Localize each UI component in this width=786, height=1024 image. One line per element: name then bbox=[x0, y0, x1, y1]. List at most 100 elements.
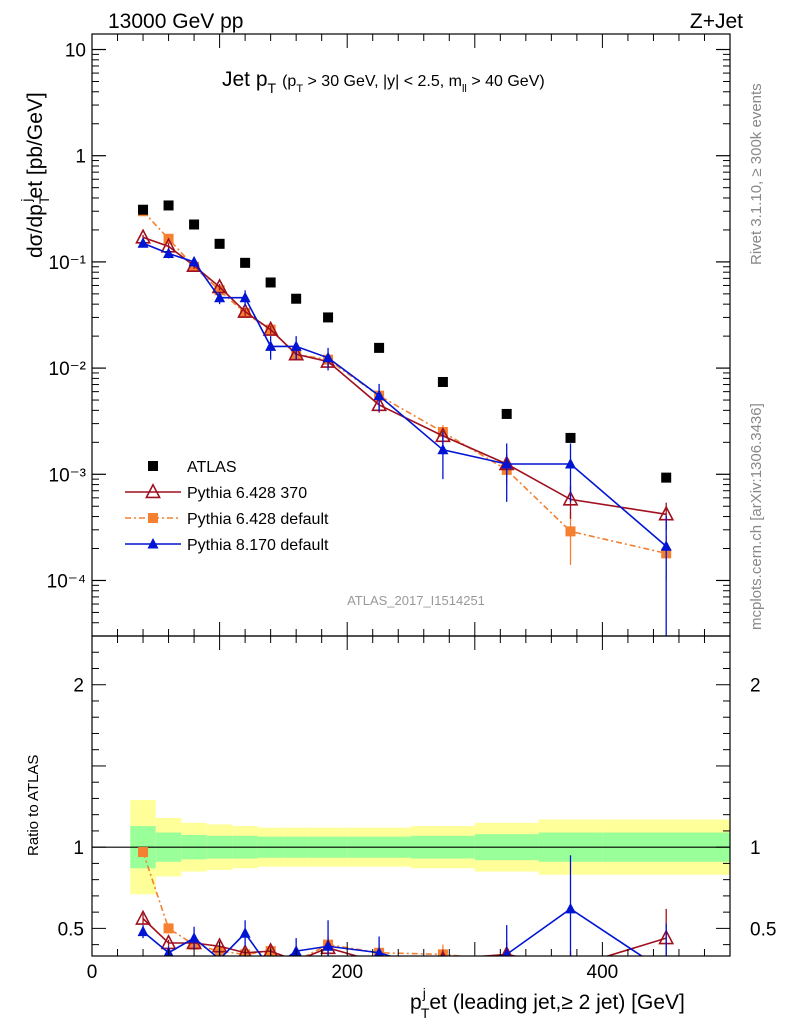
point-marker bbox=[373, 389, 385, 401]
point-marker bbox=[239, 291, 251, 303]
x-tick-label: 200 bbox=[331, 962, 363, 983]
point-marker bbox=[138, 204, 149, 215]
plot-title-cuts: (p bbox=[282, 73, 296, 90]
point-marker bbox=[565, 902, 576, 914]
main-plot-layer bbox=[135, 200, 675, 636]
point-marker bbox=[502, 948, 511, 956]
axes-layer: 10 1 10⁻¹ 10⁻² 10⁻³ 10⁻⁴ 0 200 400 0.5 0.5 1 1 2 2 bbox=[47, 33, 776, 983]
legend: ATLAS Pythia 6.428 370 Pythia 6.428 defaul… bbox=[125, 459, 329, 554]
point-marker bbox=[188, 932, 200, 943]
ratio-y-tick-label-right: 2 bbox=[750, 676, 761, 697]
point-marker bbox=[239, 927, 251, 938]
y-tick-label: 1 bbox=[75, 147, 86, 168]
point-marker bbox=[501, 457, 513, 469]
legend-entry: Pythia 6.428 default bbox=[125, 511, 329, 528]
y-label-main: dσ/dp bbox=[24, 204, 47, 258]
x-label-pre: p bbox=[410, 991, 422, 1014]
point-marker bbox=[377, 953, 381, 956]
point-marker bbox=[322, 351, 334, 363]
legend-entry: Pythia 8.170 default bbox=[125, 537, 329, 554]
point-marker bbox=[147, 538, 159, 549]
point-marker bbox=[501, 408, 512, 419]
ratio-y-tick-label: 1 bbox=[73, 838, 84, 859]
point-marker bbox=[262, 320, 279, 336]
ratio-y-tick-label: 0.5 bbox=[58, 919, 84, 940]
x-label-sup: j bbox=[422, 985, 426, 1001]
header-left-label: 13000 GeV pp bbox=[108, 10, 243, 33]
point-marker bbox=[322, 940, 334, 951]
point-marker bbox=[562, 490, 579, 506]
point-marker bbox=[138, 847, 149, 858]
ratio-y-tick-label: 2 bbox=[73, 676, 84, 697]
mcplots-label: mcplots.cern.ch [arXiv:1306.3436] bbox=[748, 403, 765, 630]
point-marker bbox=[238, 943, 252, 956]
point-marker bbox=[163, 247, 175, 258]
point-marker bbox=[661, 966, 672, 977]
main-y-axis-label: dσ/dpTjet [pb/GeV] bbox=[18, 92, 52, 258]
point-marker bbox=[189, 219, 200, 230]
ratio-y-tick-label-right: 1 bbox=[750, 838, 761, 859]
x-tick-label: 400 bbox=[587, 962, 619, 983]
x-label-sub: T bbox=[421, 1005, 430, 1021]
point-marker bbox=[565, 457, 576, 469]
plot-title-sub: T bbox=[268, 80, 277, 96]
series-pythia-8-170-default bbox=[137, 237, 672, 636]
x-label-end: et (leading jet,≥ 2 jet) [GeV] bbox=[429, 991, 685, 1014]
plot-title-cuts-rest: > 30 GeV, |y| < 2.5, m bbox=[303, 73, 462, 90]
point-marker bbox=[290, 340, 302, 351]
point-marker bbox=[163, 200, 174, 211]
point-marker bbox=[265, 963, 276, 974]
x-tick-label: 0 bbox=[87, 962, 98, 983]
y-tick-label: 10⁻² bbox=[49, 359, 87, 380]
point-marker bbox=[660, 540, 672, 551]
series-atlas bbox=[138, 200, 672, 483]
plot-title-main: Jet p bbox=[222, 68, 268, 91]
point-marker bbox=[291, 955, 302, 956]
y-tick-label: 10 bbox=[65, 41, 86, 62]
point-marker bbox=[214, 238, 225, 249]
point-marker bbox=[661, 472, 672, 483]
x-axis-label: pj Tet (leading jet,≥ 2 jet) [GeV] bbox=[410, 985, 685, 1021]
main-plot-area bbox=[135, 200, 675, 636]
point-marker bbox=[188, 255, 200, 267]
point-marker bbox=[237, 302, 254, 318]
point-marker bbox=[265, 340, 277, 351]
point-marker bbox=[501, 955, 512, 956]
point-marker bbox=[374, 946, 384, 956]
point-marker bbox=[163, 923, 174, 934]
point-marker bbox=[323, 312, 334, 323]
point-marker bbox=[137, 925, 149, 937]
legend-label: Pythia 6.428 370 bbox=[187, 485, 307, 502]
plot-title-cuts-sub2: ll bbox=[462, 83, 467, 95]
point-marker bbox=[374, 342, 385, 353]
point-marker bbox=[240, 257, 251, 268]
ratio-bands bbox=[92, 800, 730, 895]
ratio-plot-frame bbox=[91, 635, 731, 957]
y-label-sub: T bbox=[36, 195, 52, 204]
rivet-label: Rivet 3.1.10, ≥ 300k events bbox=[748, 83, 765, 265]
y-label-end: et [pb/GeV] bbox=[24, 92, 47, 198]
point-marker bbox=[145, 483, 161, 499]
header-right-label: Z+Jet bbox=[690, 10, 743, 33]
plot-title-cuts-sub: T bbox=[296, 83, 303, 95]
point-marker bbox=[137, 237, 149, 248]
legend-label: ATLAS bbox=[187, 459, 237, 476]
ratio-y-axis-label: Ratio to ATLAS bbox=[25, 755, 42, 856]
plot-title: Jet pT (pT > 30 GeV, |y| < 2.5, mll > 40 … bbox=[222, 68, 545, 96]
legend-label: Pythia 8.170 default bbox=[187, 537, 329, 554]
point-marker bbox=[148, 461, 158, 471]
legend-entry: Pythia 6.428 370 bbox=[125, 483, 307, 502]
point-marker bbox=[565, 526, 576, 537]
point-marker bbox=[214, 291, 226, 303]
point-marker bbox=[565, 432, 576, 443]
point-marker bbox=[265, 277, 276, 288]
point-marker bbox=[501, 945, 513, 956]
point-marker bbox=[291, 293, 302, 304]
y-tick-label: 10⁻³ bbox=[49, 465, 87, 486]
point-marker bbox=[437, 443, 449, 455]
point-marker bbox=[437, 376, 448, 387]
legend-entry: ATLAS bbox=[148, 459, 237, 476]
y-tick-label: 10⁻¹ bbox=[49, 253, 87, 274]
analysis-watermark: ATLAS_2017_I1514251 bbox=[347, 593, 485, 608]
